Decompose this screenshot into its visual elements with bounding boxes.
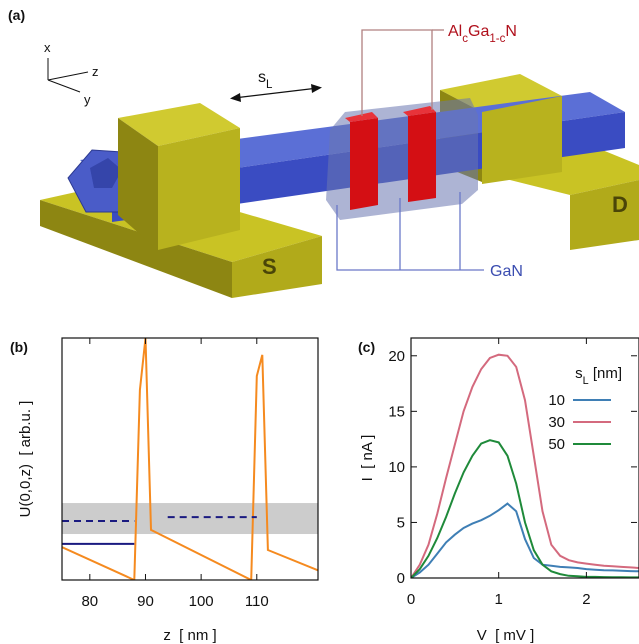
subscript: L [583, 375, 589, 387]
plot-frame [61, 337, 319, 581]
barrier-1-top [345, 112, 378, 122]
drain-label: D [612, 192, 628, 217]
wire-label: GaN [490, 263, 523, 280]
source-pedestal-side [118, 118, 158, 250]
panel-label: (b) [10, 339, 28, 355]
x-tick-label: 2 [582, 591, 590, 608]
x-tick-label: 100 [189, 593, 214, 610]
text-part: Al [448, 23, 462, 40]
series-line [62, 516, 257, 522]
series-line [411, 439, 639, 578]
subscript: 1-c [489, 33, 505, 45]
text-part: s [258, 69, 266, 86]
legend-label: 10 [548, 392, 565, 409]
band [62, 503, 318, 535]
y-tick-label: 5 [397, 514, 405, 531]
x-axis-label: V [ mV ] [477, 627, 535, 644]
subscript: L [266, 79, 273, 91]
text-part: [nm] [589, 365, 622, 382]
drain-pedestal-front [482, 96, 562, 184]
source-label: S [262, 254, 277, 279]
y-tick-label: 15 [388, 403, 405, 420]
source-base-side [40, 200, 232, 298]
x-tick-label: 110 [245, 593, 269, 610]
axis-y [47, 79, 81, 93]
barrier-2 [408, 112, 436, 202]
legend-title: sL [nm] [575, 365, 622, 387]
barrier-2-top [403, 106, 436, 116]
barrier-label: AlcGa1-cN [448, 23, 517, 45]
spacing-label: sL [258, 69, 273, 91]
series-line [62, 338, 318, 580]
axis-label: y [84, 92, 91, 107]
drain-base-front [570, 180, 639, 250]
x-tick-label: 80 [81, 593, 98, 610]
device-illustration: (a) x z y sL AlcGa1-cN GaN S D [8, 7, 639, 298]
y-axis-label: U(0,0,z) [ arb.u. ] [17, 401, 34, 518]
barrier-bracket [361, 29, 433, 116]
source-pedestal-front [158, 128, 240, 250]
y-axis-label: I [ nA ] [359, 435, 376, 482]
y-tick-label: 0 [397, 570, 405, 587]
subscript: c [462, 33, 468, 45]
x-tick-label: 0 [407, 591, 415, 608]
panel-label: (c) [358, 339, 375, 355]
text-part: s [575, 365, 583, 382]
legend-label: 30 [548, 414, 565, 431]
wire-end-inner [90, 158, 122, 188]
wire-bracket [336, 205, 460, 271]
spacing-arrow [233, 87, 319, 99]
arrow-head [230, 93, 241, 102]
barrier-1 [350, 118, 378, 210]
y-tick-label: 20 [388, 348, 405, 365]
x-tick-label: 90 [137, 593, 154, 610]
series-line [411, 502, 639, 578]
panel-label: (a) [8, 7, 25, 23]
x-axis-label: z [ nm ] [163, 627, 216, 644]
shell [326, 98, 478, 220]
plot-frame [410, 337, 639, 579]
source-pedestal-top [118, 103, 240, 146]
axis-label: x [44, 40, 51, 55]
source-base-front [232, 236, 322, 298]
series-line [411, 353, 639, 578]
text-part: Ga [468, 23, 489, 40]
text-part: N [505, 23, 517, 40]
axis-label: z [92, 64, 99, 79]
x-tick-label: 1 [495, 591, 503, 608]
legend-label: 50 [548, 436, 565, 453]
axis-z [47, 71, 89, 81]
arrow-head [311, 84, 322, 93]
y-tick-label: 10 [388, 459, 405, 476]
